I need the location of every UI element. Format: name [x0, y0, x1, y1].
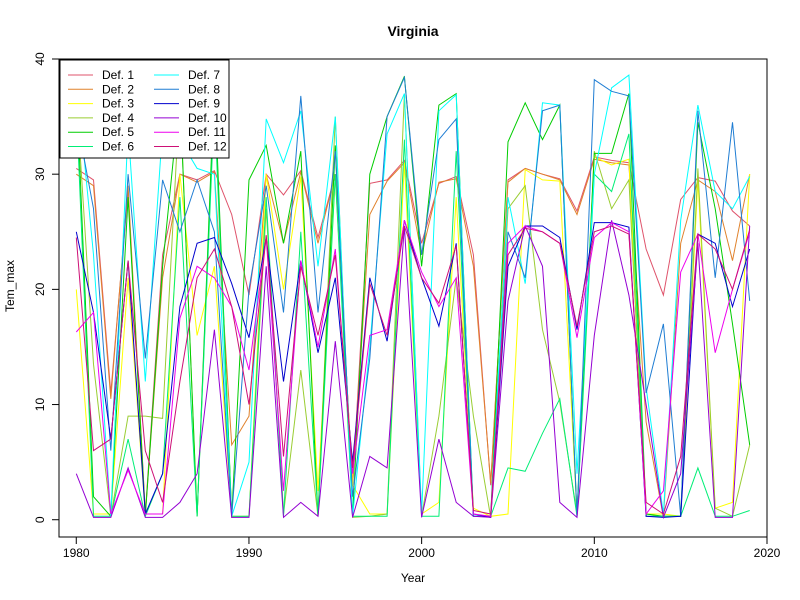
chart-title: Virginia: [387, 23, 438, 39]
x-axis: 1980 1990 2000 2010 2020: [63, 536, 781, 560]
legend-label: Def. 10: [188, 111, 227, 125]
legend-label: Def. 2: [102, 82, 134, 96]
legend-label: Def. 12: [188, 140, 227, 154]
x-tick-label: 1990: [236, 546, 263, 560]
legend-label: Def. 3: [102, 97, 134, 111]
series-line-def-8: [75, 75, 751, 517]
legend-label: Def. 11: [188, 125, 226, 139]
x-tick-label: 2010: [581, 546, 608, 560]
series-layer: [75, 74, 751, 520]
series-line-def-10: [75, 220, 751, 520]
y-tick-label: 30: [33, 167, 47, 181]
y-tick-label: 0: [33, 516, 47, 523]
legend-label: Def. 5: [102, 125, 134, 139]
series-line-def-5: [75, 76, 751, 518]
series-line-def-1: [76, 156, 751, 515]
x-axis-title: Year: [401, 571, 425, 585]
x-tick-label: 2020: [754, 546, 781, 560]
y-tick-label: 40: [33, 52, 47, 66]
y-tick-label: 20: [33, 282, 47, 296]
y-tick-label: 10: [33, 398, 47, 412]
legend-label: Def. 6: [102, 140, 134, 154]
legend-label: Def. 4: [102, 111, 134, 125]
series-line-def-12: [75, 225, 751, 515]
legend-label: Def. 1: [102, 68, 134, 82]
legend-label: Def. 7: [188, 68, 220, 82]
y-axis-title: Tem_max: [3, 260, 17, 312]
legend-label: Def. 8: [188, 82, 220, 96]
y-axis: 0 10 20 30 40: [33, 52, 60, 523]
x-tick-label: 1980: [63, 546, 90, 560]
series-line-def-6: [75, 105, 750, 518]
x-tick-label: 2000: [408, 546, 435, 560]
legend-label: Def. 9: [188, 97, 220, 111]
legend-box: [59, 59, 230, 159]
